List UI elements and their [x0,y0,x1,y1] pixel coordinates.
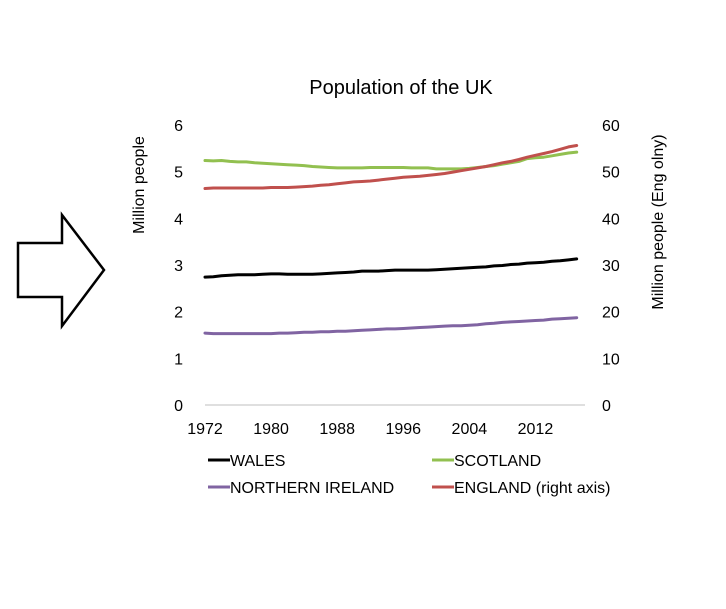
legend-label: WALES [230,453,285,470]
legend: WALES SCOTLAND NORTHERN IRELAND ENGLAND (ri… [208,453,610,497]
y-tick-label: 0 [174,398,183,415]
y-axis-title: Million people [131,136,148,234]
series-lines [203,144,579,336]
y2-axis-title: Million people (Eng olny) [650,134,667,309]
x-axis-ticks: 1972 1980 1988 1996 2004 2012 [187,421,553,438]
y2-tick-label: 30 [602,258,620,275]
x-tick-label: 2004 [452,421,488,438]
y-tick-label: 3 [174,258,183,275]
x-tick-label: 1996 [385,421,421,438]
legend-label: SCOTLAND [454,453,541,470]
y2-tick-label: 10 [602,351,620,368]
y-tick-label: 4 [174,211,183,228]
y-tick-label: 1 [174,351,183,368]
y-tick-label: 5 [174,165,183,182]
y2-tick-label: 50 [602,165,620,182]
series-line-england-right-axis [203,144,579,190]
chart-title: Population of the UK [309,77,493,99]
y-tick-label: 6 [174,118,183,135]
x-tick-label: 2012 [518,421,554,438]
x-tick-label: 1980 [253,421,289,438]
legend-label: ENGLAND (right axis) [454,480,610,497]
y2-tick-label: 60 [602,118,620,135]
y2-tick-label: 0 [602,398,611,415]
x-tick-label: 1972 [187,421,223,438]
y2-tick-label: 20 [602,305,620,322]
y-tick-label: 2 [174,305,183,322]
series-line-northern-ireland [203,316,579,336]
series-line-scotland [203,150,579,171]
y-axis-ticks: 0 1 2 3 4 5 6 [174,118,183,415]
series-line-wales [203,257,579,279]
right-arrow-icon [16,211,106,330]
y2-tick-label: 40 [602,211,620,228]
y2-axis-ticks: 0 10 20 30 40 50 60 [602,118,620,415]
legend-label: NORTHERN IRELAND [230,480,394,497]
x-tick-label: 1988 [319,421,355,438]
